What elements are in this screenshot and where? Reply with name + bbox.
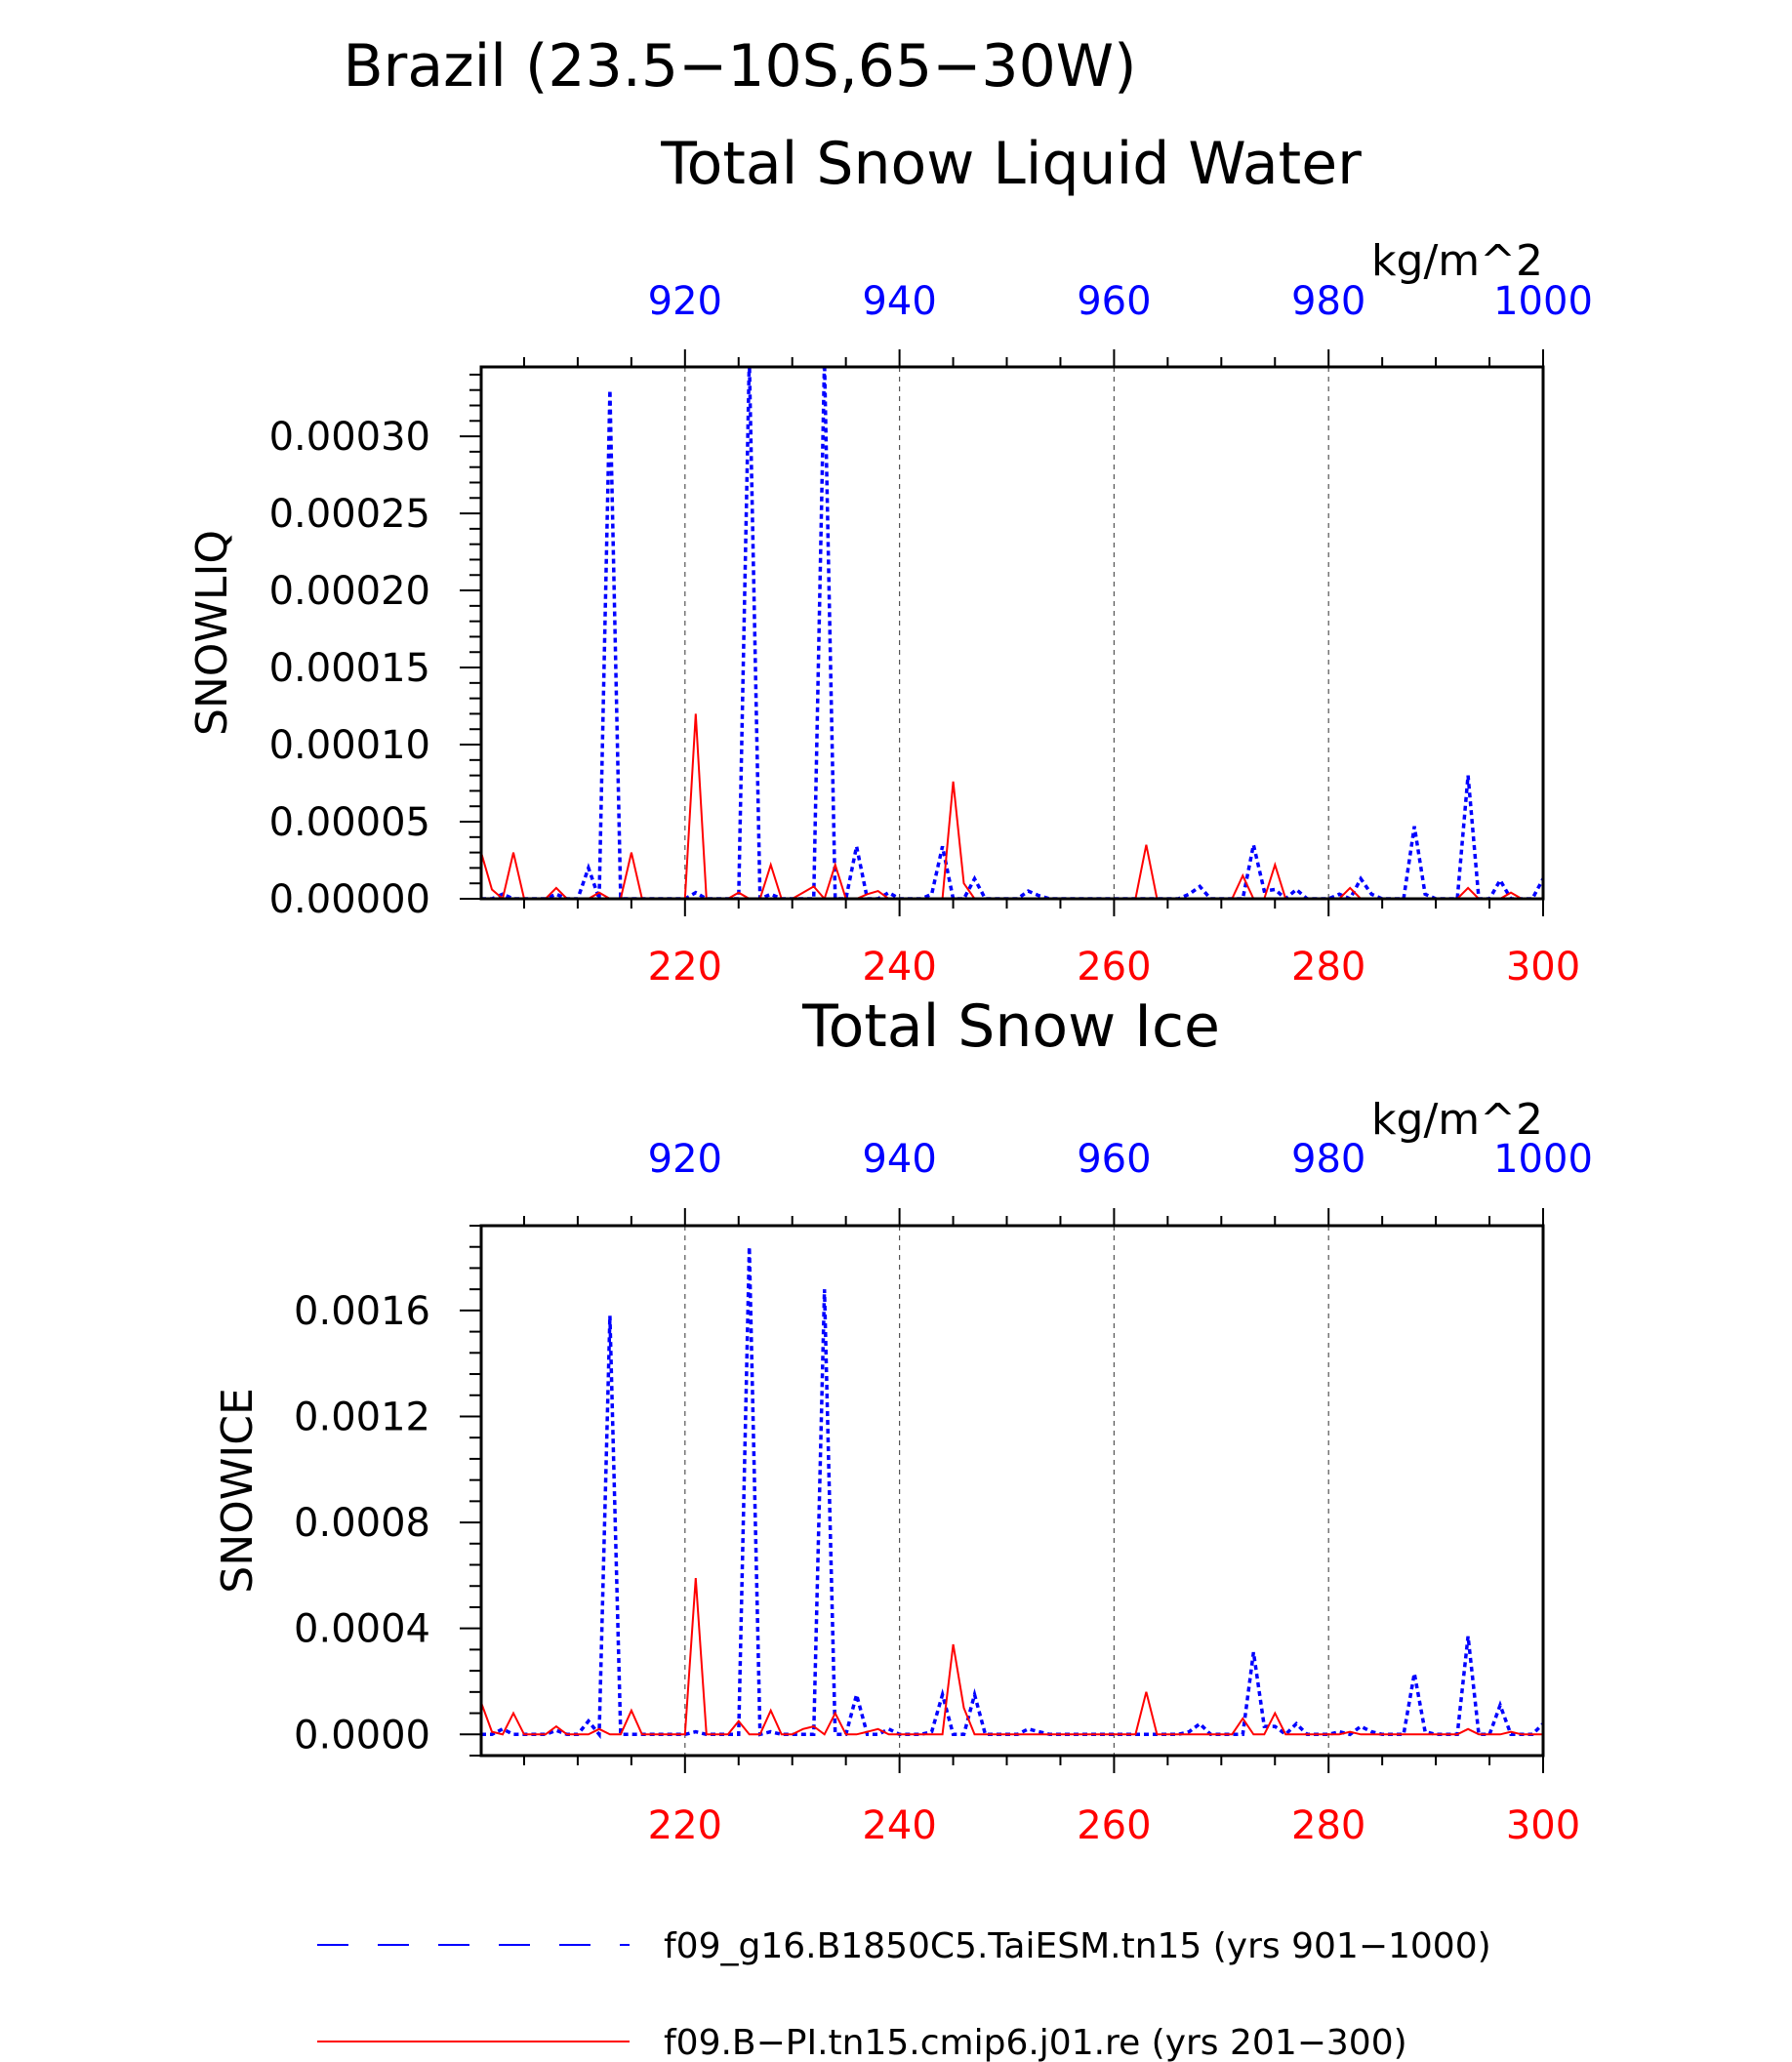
chart-title: Total Snow Ice [801,992,1220,1061]
y-tick-label: 0.0012 [294,1395,430,1439]
y-tick-label: 0.0016 [294,1289,430,1334]
x-tick-label-top: 1000 [1493,279,1593,324]
legend-label: f09.B−PI.tn15.cmip6.j01.re (yrs 201−300) [664,2023,1407,2062]
chart-title: Total Snow Liquid Water [660,130,1362,198]
x-tick-label-bottom: 260 [1077,1803,1151,1848]
x-tick-label-bottom: 240 [862,945,936,990]
y-tick-label: 0.00025 [269,492,430,537]
plot-frame [479,1224,1545,1758]
y-tick-label: 0.00010 [269,723,430,768]
x-tick-label-bottom: 280 [1291,945,1365,990]
x-tick-label-top: 920 [648,279,722,324]
x-tick-label-top: 920 [648,1137,722,1182]
y-tick-label: 0.00030 [269,415,430,460]
x-tick-label-top: 940 [862,1137,936,1182]
y-tick-label: 0.0004 [294,1607,430,1652]
units-label: kg/m^2 [1371,1095,1543,1145]
legend-label: f09_g16.B1850C5.TaiESM.tn15 (yrs 901−100… [664,1926,1491,1966]
legend: f09_g16.B1850C5.TaiESM.tn15 (yrs 901−100… [317,1926,1491,2062]
series-line-blue [481,367,1543,899]
series-line-blue [481,1246,1543,1740]
y-tick-label: 0.00015 [269,646,430,691]
y-tick-label: 0.0008 [294,1501,430,1546]
x-tick-label-top: 980 [1291,279,1365,324]
units-label: kg/m^2 [1371,236,1543,286]
x-tick-label-bottom: 300 [1506,1803,1580,1848]
x-tick-label-bottom: 280 [1291,1803,1365,1848]
x-tick-label-top: 1000 [1493,1137,1593,1182]
plot-frame [479,365,1545,901]
y-tick-label: 0.00005 [269,800,430,845]
x-tick-label-top: 960 [1077,279,1151,324]
y-tick-label: 0.0000 [294,1713,430,1758]
x-tick-label-bottom: 220 [648,945,722,990]
y-tick-label: 0.00020 [269,569,430,614]
y-axis-label: SNOWICE [213,1388,263,1593]
y-axis-label: SNOWLIQ [187,530,237,736]
x-tick-label-top: 940 [862,279,936,324]
main-title: Brazil (23.5−10S,65−30W) [344,32,1137,101]
y-tick-label: 0.00000 [269,877,430,922]
x-tick-label-top: 980 [1291,1137,1365,1182]
x-tick-label-bottom: 260 [1077,945,1151,990]
x-tick-label-top: 960 [1077,1137,1151,1182]
x-tick-label-bottom: 220 [648,1803,722,1848]
x-tick-label-bottom: 300 [1506,945,1580,990]
series-line-red [481,713,1543,899]
chart-panel-snowice: Total Snow Ice kg/m^2 220 240 260 280 300 920 94… [213,992,1593,1848]
series-line-red [481,1578,1543,1736]
x-tick-label-bottom: 240 [862,1803,936,1848]
